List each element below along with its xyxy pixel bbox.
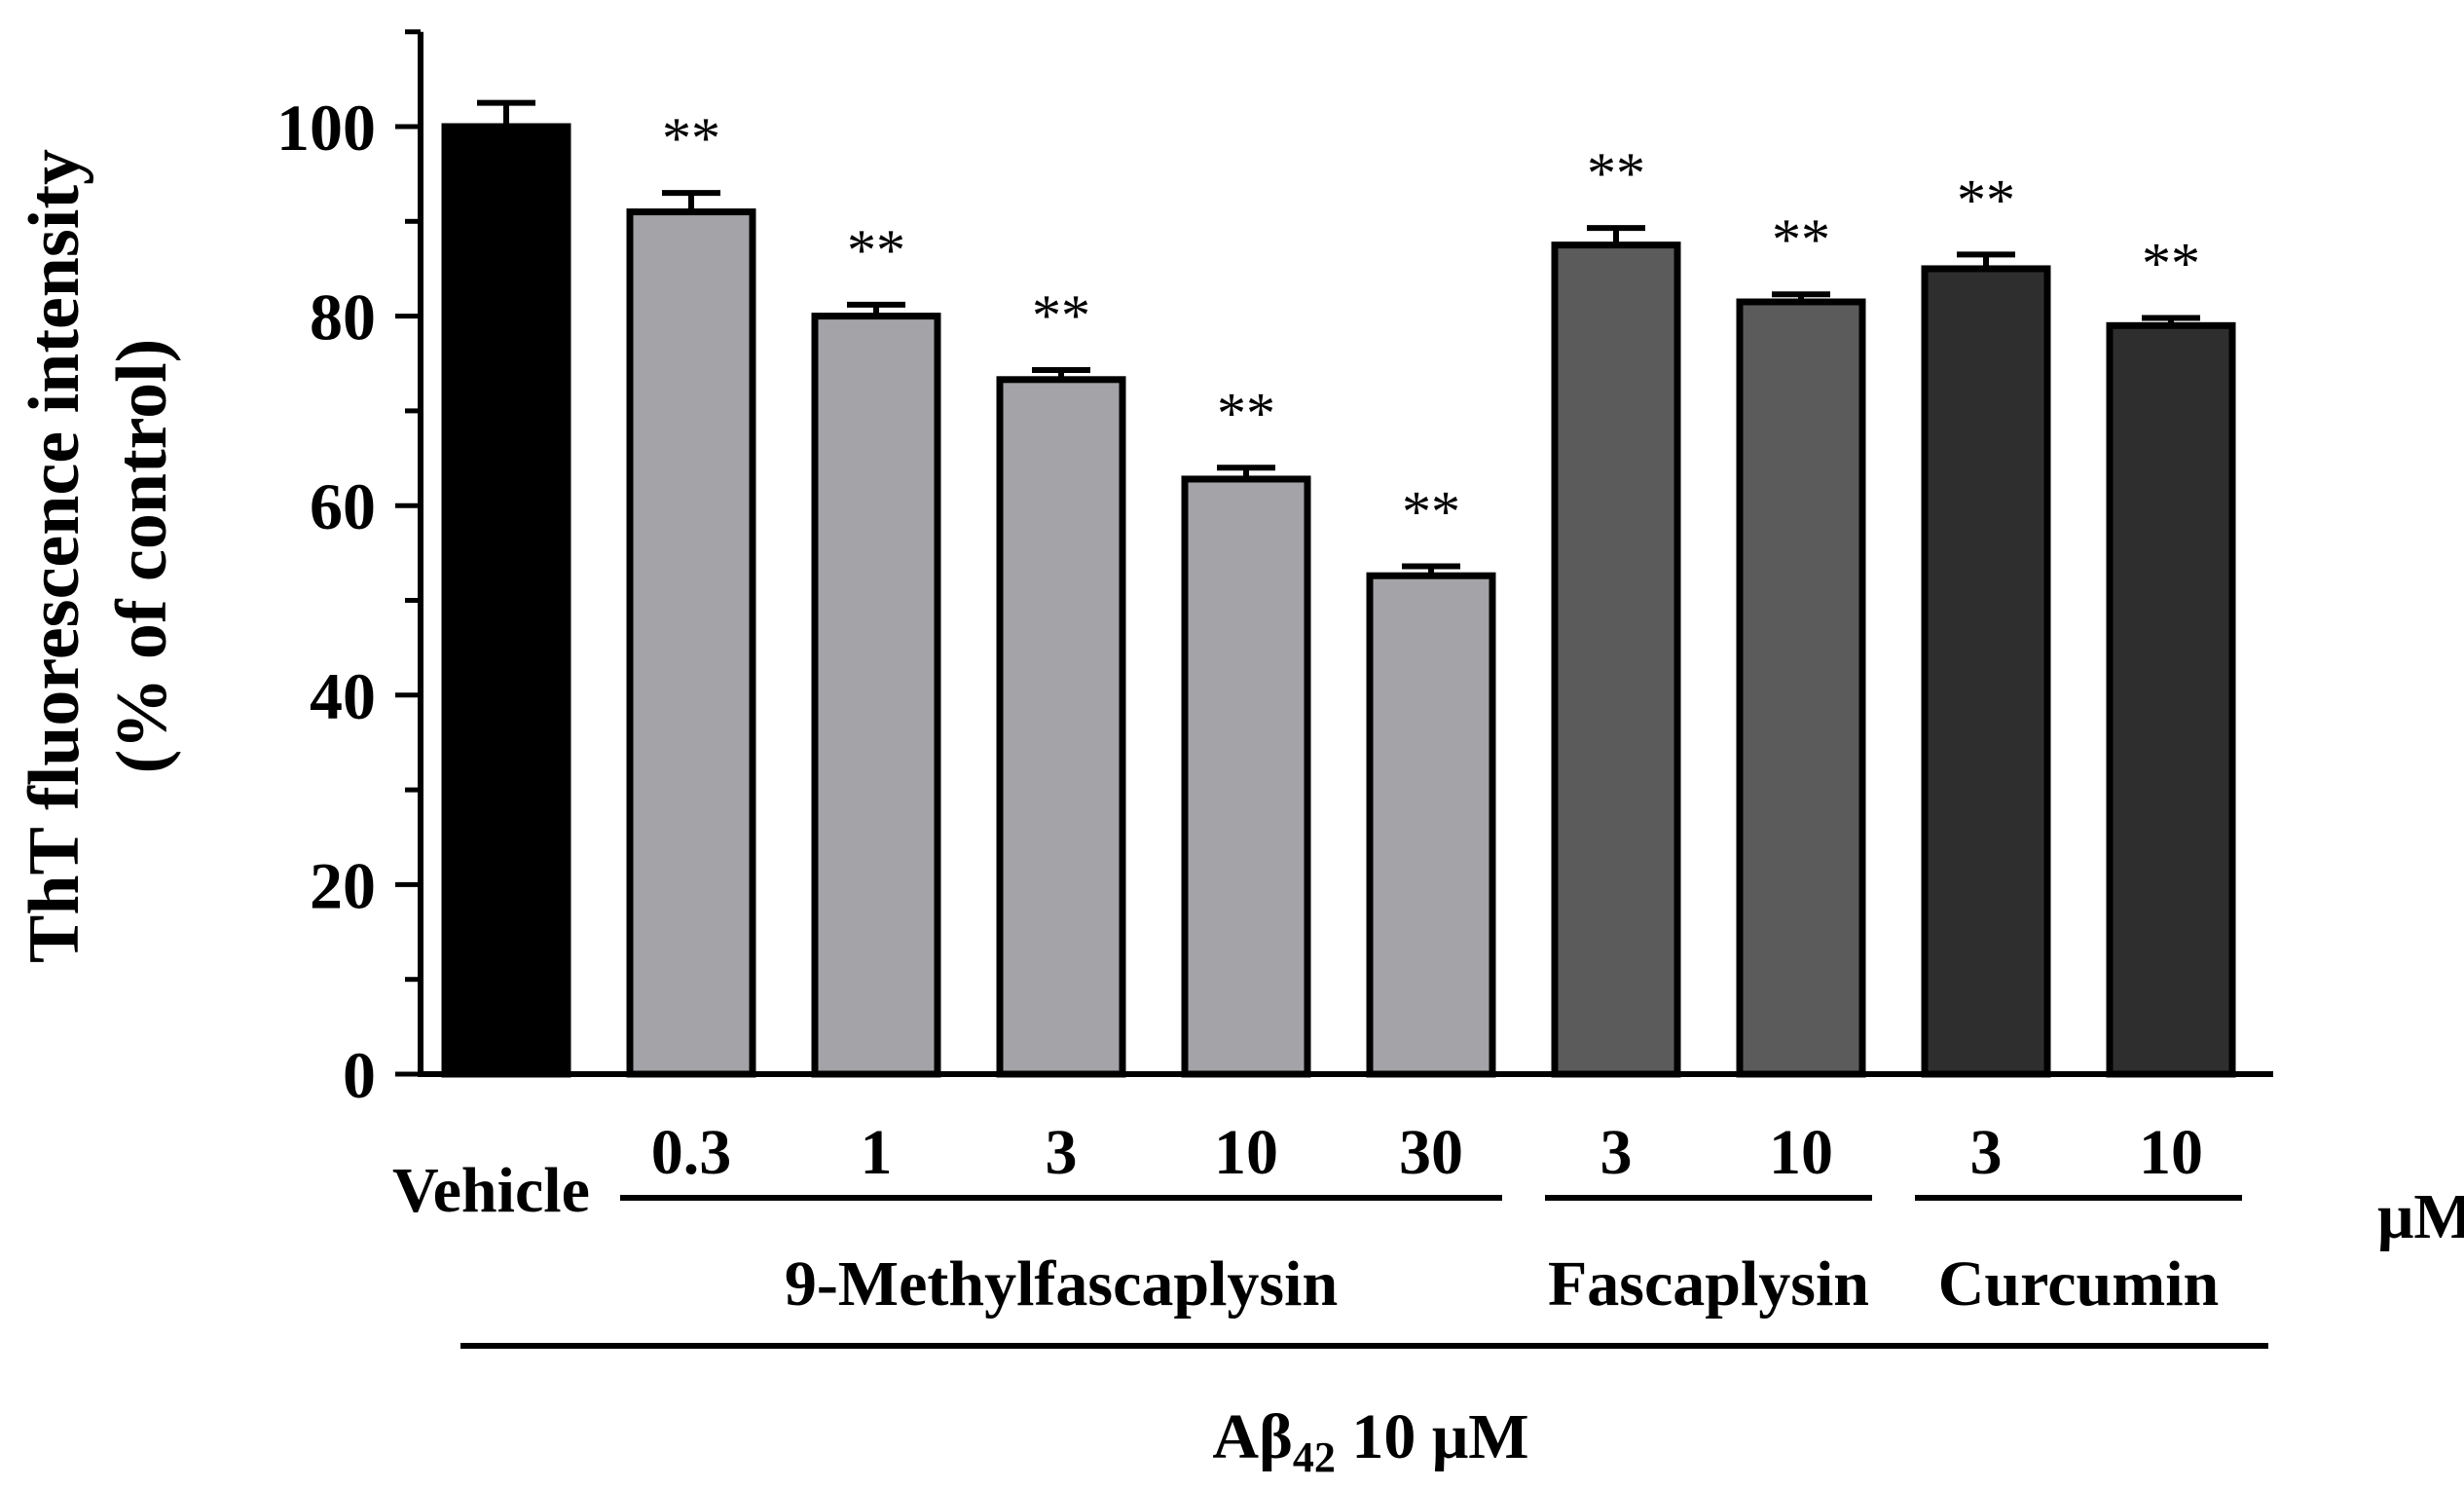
- category-label: 10: [1214, 1117, 1278, 1188]
- bar: [1181, 475, 1311, 1078]
- y-tick-label: 20: [310, 848, 376, 922]
- y-tick-label: 60: [310, 469, 376, 543]
- bar: [1736, 298, 1866, 1078]
- y-axis-title: ThT fluorescence intensity (% of control…: [15, 149, 182, 963]
- annotations: ** ** ** ** ** ** ** ** **: [662, 106, 2200, 543]
- category-label: 3: [1970, 1117, 2003, 1188]
- significance-marker: **: [847, 218, 905, 282]
- significance-marker: **: [1402, 479, 1460, 543]
- bar: [441, 123, 571, 1078]
- treatment-label: Aβ42 10 μM: [1212, 1401, 1528, 1481]
- group-label: 9-Methylfascaplysin: [785, 1248, 1338, 1320]
- category-label: 1: [861, 1117, 893, 1188]
- bar: [1551, 242, 1681, 1078]
- significance-marker: **: [2142, 232, 2200, 296]
- bar: [1366, 572, 1496, 1078]
- significance-marker: **: [1032, 283, 1090, 348]
- bars: [441, 99, 2236, 1078]
- y-tick-label: 100: [276, 91, 376, 165]
- category-label: 3: [1046, 1117, 1078, 1188]
- x-axis-labels: μM Aβ42 10 μM Vehicle 0.3 1 3 10 30 3 10 3 10 9-Me…: [392, 1117, 2464, 1481]
- y-tick-label: 80: [310, 280, 376, 354]
- treatment-prefix: Aβ: [1212, 1401, 1292, 1472]
- bar: [1921, 265, 2051, 1078]
- treatment-subscript: 42: [1293, 1433, 1336, 1481]
- significance-marker: **: [1772, 207, 1830, 272]
- category-label: 30: [1399, 1117, 1463, 1188]
- unit-label: μM: [2377, 1181, 2464, 1252]
- category-label: 10: [2139, 1117, 2203, 1188]
- significance-marker: **: [662, 106, 720, 170]
- bar: [626, 208, 756, 1078]
- y-tick-label: 0: [343, 1038, 376, 1112]
- category-label: 3: [1600, 1117, 1633, 1188]
- bar: [2106, 321, 2236, 1078]
- significance-marker: **: [1957, 167, 2015, 232]
- significance-marker: **: [1217, 381, 1275, 445]
- group-label: Curcumin: [1938, 1248, 2220, 1320]
- category-label: 10: [1769, 1117, 1833, 1188]
- significance-marker: **: [1587, 141, 1645, 205]
- category-label: Vehicle: [392, 1155, 590, 1226]
- treatment-suffix: 10 μM: [1336, 1401, 1529, 1472]
- y-axis-title-line1: ThT fluorescence intensity: [15, 149, 94, 963]
- y-tick-label: 40: [310, 659, 376, 733]
- bar: [811, 313, 941, 1078]
- bar: [996, 376, 1126, 1078]
- group-label: Fascaplysin: [1548, 1248, 1869, 1320]
- category-label: 0.3: [651, 1117, 732, 1188]
- y-axis-title-line2: (% of control): [102, 339, 182, 774]
